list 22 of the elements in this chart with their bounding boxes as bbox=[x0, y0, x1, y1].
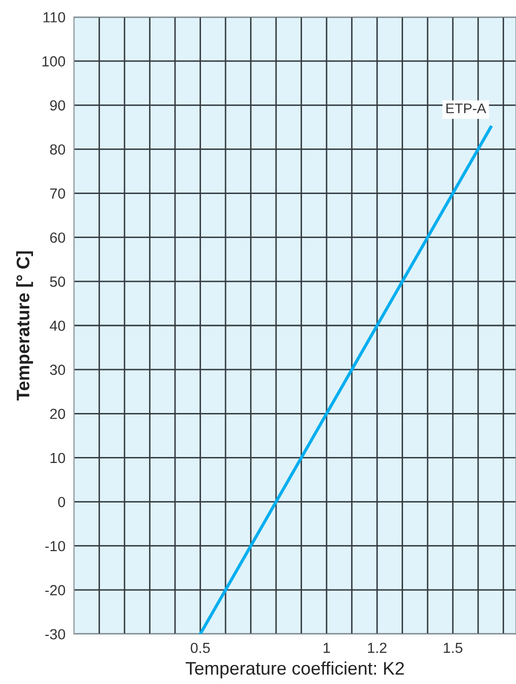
y-tick-label: -20 bbox=[45, 585, 66, 596]
x-tick-label: 0.5 bbox=[190, 642, 210, 654]
x-tick-label: 1.5 bbox=[444, 642, 462, 654]
y-tick-label: 30 bbox=[50, 364, 66, 375]
y-tick-label: 40 bbox=[50, 320, 66, 331]
y-tick-label: 0 bbox=[58, 496, 66, 508]
series-label: ETP-A bbox=[446, 104, 486, 114]
y-axis-title: Temperature [° C] bbox=[16, 251, 34, 400]
y-tick-label: -10 bbox=[45, 540, 66, 552]
x-tick-label: 1 bbox=[324, 642, 330, 653]
y-tick-label: 70 bbox=[50, 188, 66, 199]
y-tick-label: 20 bbox=[50, 408, 66, 420]
x-tick-label: 1.2 bbox=[368, 642, 386, 653]
y-tick-label: 10 bbox=[50, 452, 66, 464]
y-tick-label: 110 bbox=[44, 12, 66, 22]
y-tick-label: 90 bbox=[50, 100, 66, 111]
y-tick-label: 80 bbox=[50, 144, 66, 155]
y-tick-label: -30 bbox=[45, 629, 66, 640]
y-tick-label: 100 bbox=[42, 56, 66, 66]
x-axis-title: Temperature coefficient: K2 bbox=[186, 661, 404, 678]
y-tick-label: 60 bbox=[50, 232, 66, 243]
y-tick-label: 50 bbox=[50, 276, 66, 287]
